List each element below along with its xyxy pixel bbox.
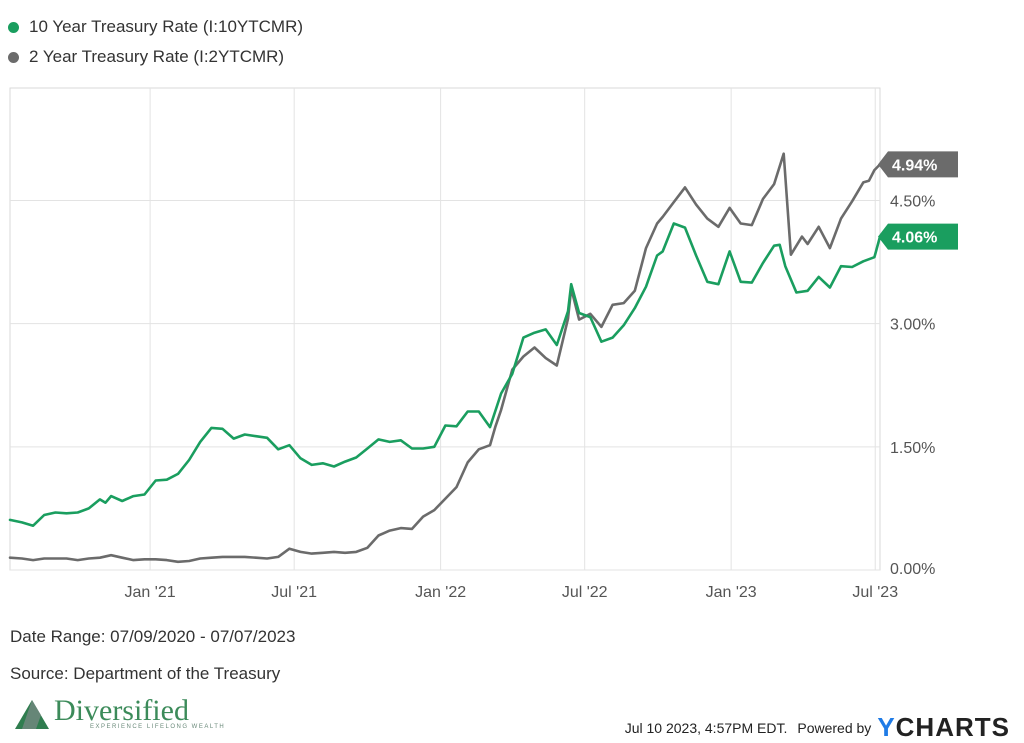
y-tick-label: 4.50% [890, 193, 935, 210]
legend-label-10y: 10 Year Treasury Rate (I:10YTCMR) [29, 17, 304, 36]
chart-legend: 10 Year Treasury Rate (I:10YTCMR) 2 Year… [8, 12, 303, 72]
x-tick-label: Jul '22 [562, 584, 608, 601]
powered-by[interactable]: Jul 10 2023, 4:57PM EDT. Powered by YCHA… [625, 712, 1010, 743]
legend-label-2y: 2 Year Treasury Rate (I:2YTCMR) [29, 47, 285, 66]
end-flag-10y [878, 223, 958, 250]
date-range-text: Date Range: 07/09/2020 - 07/07/2023 [10, 627, 296, 646]
timestamp-text: Jul 10 2023, 4:57PM EDT. [624, 719, 788, 736]
source-text: Source: Department of the Treasury [10, 664, 281, 683]
x-tick-label: Jan '21 [125, 584, 176, 601]
series-line-2y [8, 152, 882, 564]
legend-item-10y[interactable]: 10 Year Treasury Rate (I:10YTCMR) [8, 12, 303, 42]
legend-dot-2y [8, 51, 19, 63]
y-tick-label: 1.50% [890, 440, 935, 457]
end-value-2y: 4.94% [892, 157, 937, 174]
line-chart: 0.00% 1.50% 3.00% 4.50% Jan '21 Jul '21 Jan '2… [8, 87, 958, 601]
series-line-10y [8, 222, 882, 527]
logo-tagline: EXPERIENCE LIFELONG WEALTH [90, 724, 226, 730]
y-tick-label: 0.00% [890, 561, 935, 578]
mountain-logo-icon [15, 700, 49, 729]
x-tick-label: Jan '23 [706, 584, 757, 601]
powered-by-label: Powered by [797, 719, 872, 736]
legend-dot-10y [8, 21, 19, 33]
x-tick-label: Jan '22 [415, 584, 466, 601]
y-tick-label: 3.00% [890, 317, 935, 334]
x-tick-label: Jul '23 [852, 584, 898, 601]
end-value-10y: 4.06% [892, 230, 937, 247]
legend-item-2y[interactable]: 2 Year Treasury Rate (I:2YTCMR) [8, 42, 303, 72]
x-tick-label: Jul '21 [271, 584, 317, 601]
logo-name: Diversified [54, 694, 189, 727]
diversified-logo: Diversified EXPERIENCE LIFELONG WEALTH [14, 696, 225, 730]
ycharts-logo: YCHARTS [877, 712, 1010, 742]
end-flag-2y [878, 151, 958, 178]
